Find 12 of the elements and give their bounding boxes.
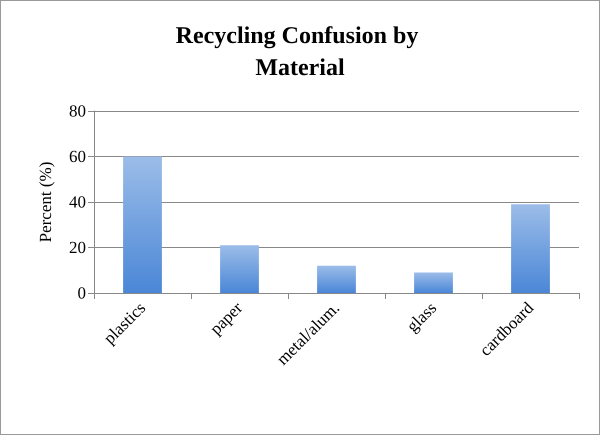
- bar: [511, 204, 550, 293]
- y-tick-label: 20: [69, 238, 86, 257]
- bar: [123, 156, 162, 293]
- y-tick-label: 40: [69, 192, 86, 212]
- bar: [220, 245, 259, 293]
- y-tick-label: 0: [78, 284, 86, 302]
- y-tick-label: 80: [69, 102, 86, 120]
- y-axis-title: Percent (%): [36, 162, 55, 242]
- bar: [317, 266, 356, 293]
- y-tick-label: 60: [69, 147, 86, 166]
- bar: [414, 272, 453, 293]
- chart-title: Recycling Confusion by Material: [176, 23, 424, 81]
